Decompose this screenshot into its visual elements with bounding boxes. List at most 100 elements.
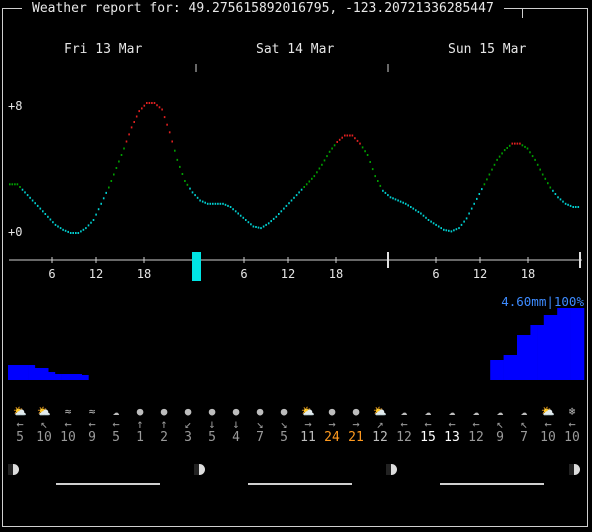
temp-point xyxy=(503,149,506,152)
rain-bar xyxy=(503,355,511,380)
temp-point xyxy=(95,213,97,216)
temp-point xyxy=(275,215,278,218)
temp-point xyxy=(212,202,214,205)
forecast-cell: ☁ ← 5 xyxy=(104,406,128,446)
temp-point xyxy=(16,183,19,186)
temp-point xyxy=(138,110,140,113)
temp-point xyxy=(316,171,318,174)
temp-point xyxy=(443,228,445,231)
temp-point xyxy=(574,206,577,208)
temp-point xyxy=(77,232,80,234)
temp-point xyxy=(417,210,420,213)
temp-point xyxy=(305,183,308,186)
temp-point xyxy=(179,165,181,168)
temp-point xyxy=(547,182,549,185)
temp-point xyxy=(313,175,316,178)
temp-point xyxy=(473,202,475,205)
rain-bar xyxy=(68,374,76,380)
temp-point xyxy=(227,204,229,207)
wind-speed: 5 xyxy=(16,430,24,445)
temp-point xyxy=(31,199,34,202)
cloud-rain-icon: ⛅ xyxy=(541,405,555,418)
wind-direction-icon: → xyxy=(328,417,336,431)
temp-point xyxy=(407,204,409,207)
temp-point xyxy=(346,134,349,137)
temp-point xyxy=(399,200,402,203)
temp-point xyxy=(491,168,493,171)
temp-point xyxy=(214,202,217,205)
temp-point xyxy=(189,187,191,190)
wind-speed: 5 xyxy=(280,430,288,445)
temp-point xyxy=(283,207,285,210)
wind-direction-icon: ↖ xyxy=(40,417,48,431)
wind-direction-icon: ↓ xyxy=(232,417,240,431)
temp-point xyxy=(354,137,356,140)
temp-point xyxy=(384,191,387,194)
hour-tick-label: 18 xyxy=(329,267,343,281)
clear-night-icon: ● xyxy=(208,405,216,418)
wind-speed: 24 xyxy=(324,430,340,445)
temp-point xyxy=(445,229,448,232)
clear-icon: ● xyxy=(328,405,336,418)
temp-point xyxy=(427,219,430,221)
temp-point xyxy=(255,226,257,228)
temp-point xyxy=(351,134,354,137)
temp-point xyxy=(100,202,102,205)
temp-point xyxy=(69,232,72,234)
temp-point xyxy=(75,232,77,234)
forecast-cell: ⛅ → 11 xyxy=(296,406,320,446)
temp-point xyxy=(564,202,567,205)
temp-point xyxy=(21,188,24,191)
temp-point xyxy=(364,150,366,153)
temp-point xyxy=(92,219,95,221)
temp-point xyxy=(224,203,227,206)
temp-point xyxy=(24,191,26,194)
wind-direction-icon: ← xyxy=(400,417,408,431)
temp-point xyxy=(425,216,427,219)
temp-point xyxy=(174,149,176,152)
temp-point xyxy=(158,106,161,109)
fog-icon: ≈ xyxy=(88,405,96,418)
wind-speed: 5 xyxy=(112,430,120,445)
wind-speed: 10 xyxy=(540,430,556,445)
fog-icon: ≈ xyxy=(64,405,72,418)
temp-point xyxy=(247,221,250,224)
forecast-cell: ☁ ← 15 xyxy=(416,406,440,446)
forecast-cell: ≈ ← 9 xyxy=(80,406,104,446)
temp-point xyxy=(577,206,580,208)
temp-point xyxy=(356,139,359,142)
temp-point xyxy=(338,138,341,141)
temp-point xyxy=(42,210,44,213)
wind-direction-icon: ↙ xyxy=(184,417,192,431)
temp-point xyxy=(64,229,67,232)
temp-point xyxy=(11,183,14,186)
temp-point xyxy=(476,197,478,200)
wind-direction-icon: ← xyxy=(64,417,72,431)
temp-point xyxy=(252,225,255,228)
temp-point xyxy=(14,183,16,186)
temp-point xyxy=(280,210,283,213)
forecast-cell: ☁ ← 13 xyxy=(440,406,464,446)
temp-point xyxy=(415,209,417,212)
temp-point xyxy=(465,217,468,220)
temp-point xyxy=(524,145,526,148)
wind-speed: 15 xyxy=(420,430,436,445)
temp-point xyxy=(250,223,252,226)
rain-bar xyxy=(48,372,56,380)
wind-direction-icon: ↗ xyxy=(376,417,384,431)
forecast-cell: ● ↓ 5 xyxy=(200,406,224,446)
rain-bar xyxy=(34,368,42,380)
temp-point xyxy=(125,140,128,143)
temp-point xyxy=(333,144,336,147)
temp-point xyxy=(191,191,194,194)
wind-speed: 9 xyxy=(88,430,96,445)
temp-point xyxy=(501,152,503,155)
hour-tick-label: 18 xyxy=(137,267,151,281)
rain-bar xyxy=(570,308,578,380)
rain-bar xyxy=(530,325,538,380)
temp-point xyxy=(529,151,531,154)
wind-direction-icon: ↖ xyxy=(496,417,504,431)
clear-night-icon: ● xyxy=(184,405,192,418)
temp-point xyxy=(272,217,275,220)
temp-point xyxy=(453,229,455,232)
